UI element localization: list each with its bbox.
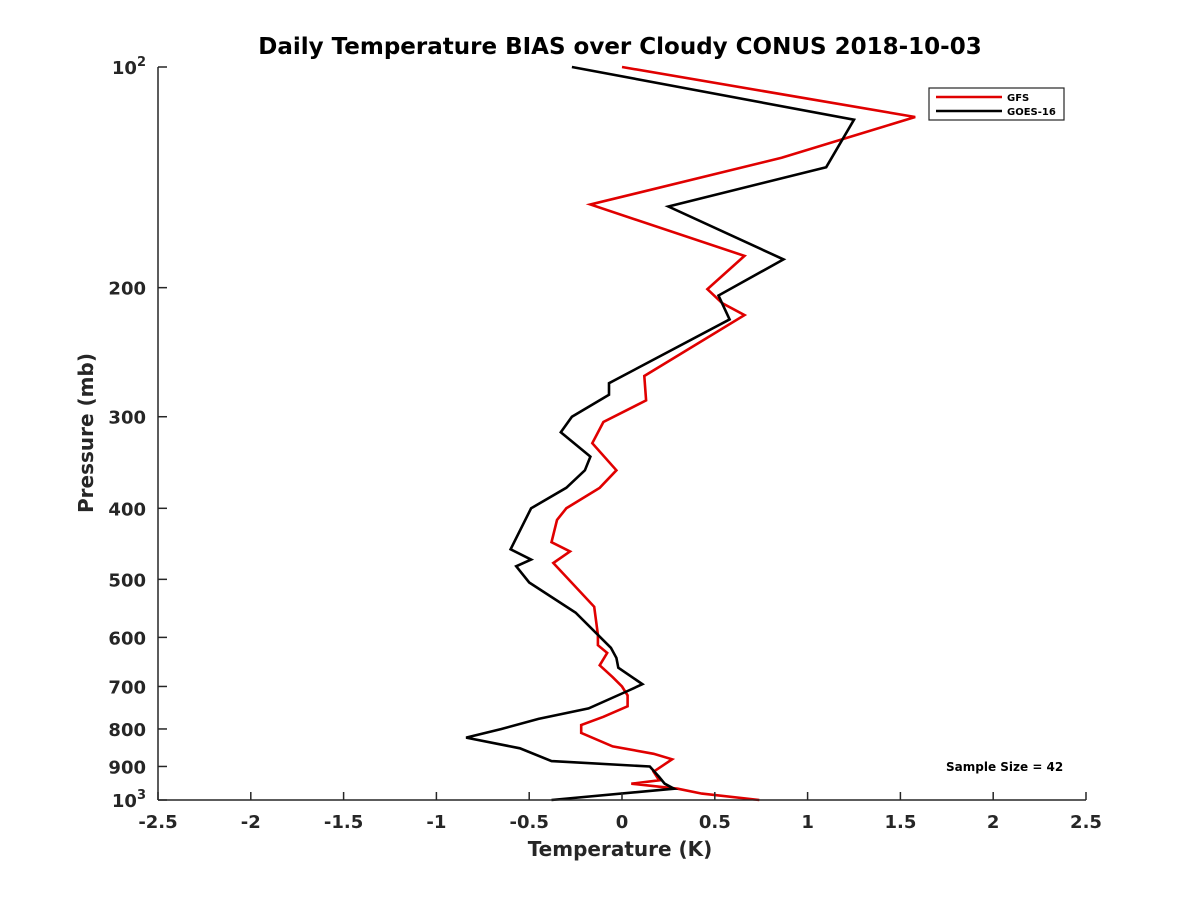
x-tick-label: 2.5: [1070, 812, 1102, 833]
series-line-goes16: [465, 65, 857, 802]
plot-area: -2.5 -2 -1.5 -1 -0.5 0 0.5 1 1.5 2 2.5 102 200 300 40…: [108, 55, 1102, 833]
x-tick-label: -1: [426, 812, 446, 833]
y-axis-label: Pressure (mb): [74, 353, 98, 513]
series-layer: [465, 65, 916, 802]
x-tick-label: 2: [987, 812, 1000, 833]
y-tick-label: 500: [108, 570, 146, 591]
x-tick-label: 1.5: [884, 812, 916, 833]
y-tick-label: 300: [108, 408, 146, 429]
legend-label-gfs: GFS: [1007, 93, 1029, 104]
chart-title: Daily Temperature BIAS over Cloudy CONUS…: [258, 34, 981, 60]
x-tick-label: 0: [616, 812, 629, 833]
legend-label-goes16: GOES-16: [1007, 107, 1056, 118]
y-tick-label: 900: [108, 757, 146, 778]
x-tick-label: 1: [801, 812, 814, 833]
x-ticks: -2.5 -2 -1.5 -1 -0.5 0 0.5 1 1.5 2 2.5: [138, 792, 1102, 833]
y-tick-label: 600: [108, 628, 146, 649]
x-tick-label: -2: [241, 812, 261, 833]
y-ticks: 102 200 300 400 500 600 700 800 900 103: [108, 55, 167, 812]
y-tick-label: 700: [108, 677, 146, 698]
x-tick-label: -0.5: [510, 812, 549, 833]
x-tick-label: -1.5: [324, 812, 363, 833]
y-tick-label: 400: [108, 499, 146, 520]
y-tick-label: 200: [108, 279, 146, 300]
axes-background: [158, 67, 1086, 800]
legend: GFS GOES-16: [928, 87, 1065, 121]
x-tick-label: 0.5: [699, 812, 731, 833]
x-axis-label: Temperature (K): [528, 837, 713, 861]
series-line-gfs: [549, 65, 916, 802]
y-tick-label: 103: [112, 788, 146, 812]
y-tick-label: 800: [108, 720, 146, 741]
legend-box: [928, 87, 1065, 121]
x-tick-label: -2.5: [138, 812, 177, 833]
y-tick-label: 102: [112, 55, 146, 79]
sample-size-annotation: Sample Size = 42: [946, 760, 1063, 774]
